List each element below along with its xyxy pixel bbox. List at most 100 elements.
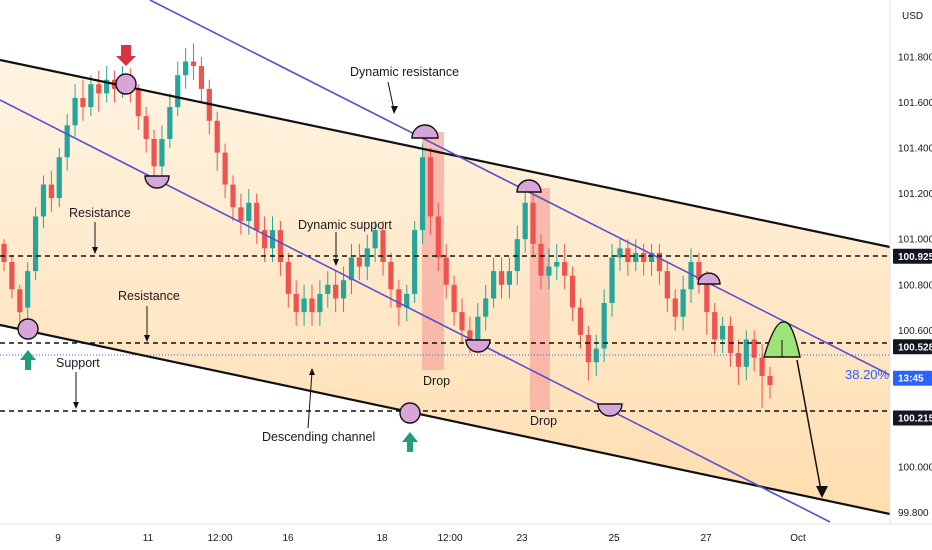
x-ticks-group: 9 11 12:00 16 18 12:00 23 25 27 Oct (55, 533, 806, 544)
candle (514, 225, 520, 285)
candle (104, 66, 110, 103)
candle (9, 255, 15, 299)
candle-body (498, 271, 505, 285)
projection-arrowhead (816, 486, 828, 498)
candle (40, 175, 47, 228)
candle-body (325, 284, 331, 294)
candle (1, 239, 7, 272)
candle-body (475, 316, 481, 340)
candle (538, 234, 544, 290)
candle-body (743, 339, 749, 367)
candle-body (48, 184, 54, 199)
candle-body (688, 262, 694, 290)
label-resistance-2: Resistance (118, 289, 180, 303)
candle-body (427, 157, 434, 217)
touch-marker-7 (115, 73, 137, 95)
candle-body (64, 125, 70, 158)
candle-body (159, 138, 165, 167)
y-tick-label: 100.600 (898, 326, 932, 337)
candle (530, 193, 536, 258)
candle (348, 243, 355, 294)
candle-body (609, 257, 615, 304)
candle (198, 56, 205, 103)
candle (562, 243, 568, 290)
leader-descending-channel-head (309, 368, 315, 375)
candle-body (712, 312, 718, 340)
candle (190, 43, 197, 80)
candle (569, 266, 576, 322)
candle (48, 170, 54, 212)
label-drop-2: Drop (530, 414, 557, 428)
candle-body (1, 243, 7, 262)
candle-body (380, 230, 386, 262)
candle (96, 70, 102, 112)
candle-body (190, 61, 197, 67)
x-tick-label: Oct (790, 533, 806, 544)
price-tag (893, 370, 932, 386)
y-tick-label: 101.200 (898, 189, 932, 200)
drop-band-1 (422, 132, 444, 370)
x-tick-label: 18 (376, 533, 388, 544)
x-tick-label: 9 (55, 533, 61, 544)
candle (301, 284, 307, 326)
leader-descending-channel (307, 371, 313, 429)
label-descending-channel: Descending channel (262, 430, 375, 444)
candle (325, 271, 331, 308)
candle (601, 289, 607, 363)
candle (427, 148, 434, 235)
candle-body (633, 252, 639, 262)
candle (459, 298, 465, 345)
touch-marker-6 (697, 272, 721, 285)
candle (88, 75, 94, 117)
candle (277, 220, 283, 276)
candle-body (696, 262, 702, 281)
leader-dynamic-support-head (333, 259, 339, 266)
candle-body (404, 293, 410, 308)
candle (64, 113, 70, 171)
candle-body (617, 248, 623, 258)
candle (159, 125, 165, 176)
candle-body (230, 184, 236, 208)
price-tag (893, 410, 932, 426)
touch-marker-8 (17, 318, 39, 340)
y-tick-label: 101.000 (898, 235, 932, 246)
candle (80, 79, 86, 121)
candle-body (625, 248, 631, 262)
candle (577, 298, 584, 349)
candle (151, 129, 157, 176)
candle-body (214, 120, 220, 153)
candle (56, 148, 62, 208)
candle (364, 234, 370, 281)
candle-body (727, 325, 734, 354)
candle-body (372, 230, 378, 249)
candle (688, 248, 694, 304)
currency-label: USD (902, 11, 923, 22)
candle (680, 275, 686, 331)
candle (617, 239, 623, 272)
candle-body (593, 348, 599, 363)
candle-body (135, 88, 141, 117)
label-drop-1: Drop (423, 374, 450, 388)
candle-body (198, 66, 205, 89)
candle (412, 220, 418, 304)
candle-body (222, 152, 228, 185)
candle-body (680, 289, 686, 317)
candle-body (546, 266, 552, 276)
candle-body (277, 230, 283, 262)
x-tick-label: 23 (516, 533, 528, 544)
candle (664, 262, 670, 313)
candle-body (72, 97, 78, 126)
candle (546, 248, 552, 290)
candle-body (562, 262, 568, 276)
y-tick-label: 101.400 (898, 144, 932, 155)
candle-body (301, 298, 307, 313)
candle (435, 202, 441, 272)
candle-body (293, 293, 299, 313)
y-tick-label: 100.000 (898, 463, 932, 474)
candle (167, 93, 173, 149)
candle-body (459, 312, 465, 331)
x-tick-label: 11 (143, 533, 154, 544)
candle (309, 284, 315, 326)
leader-resistance-1-head (92, 247, 98, 254)
candle-body (569, 275, 576, 308)
